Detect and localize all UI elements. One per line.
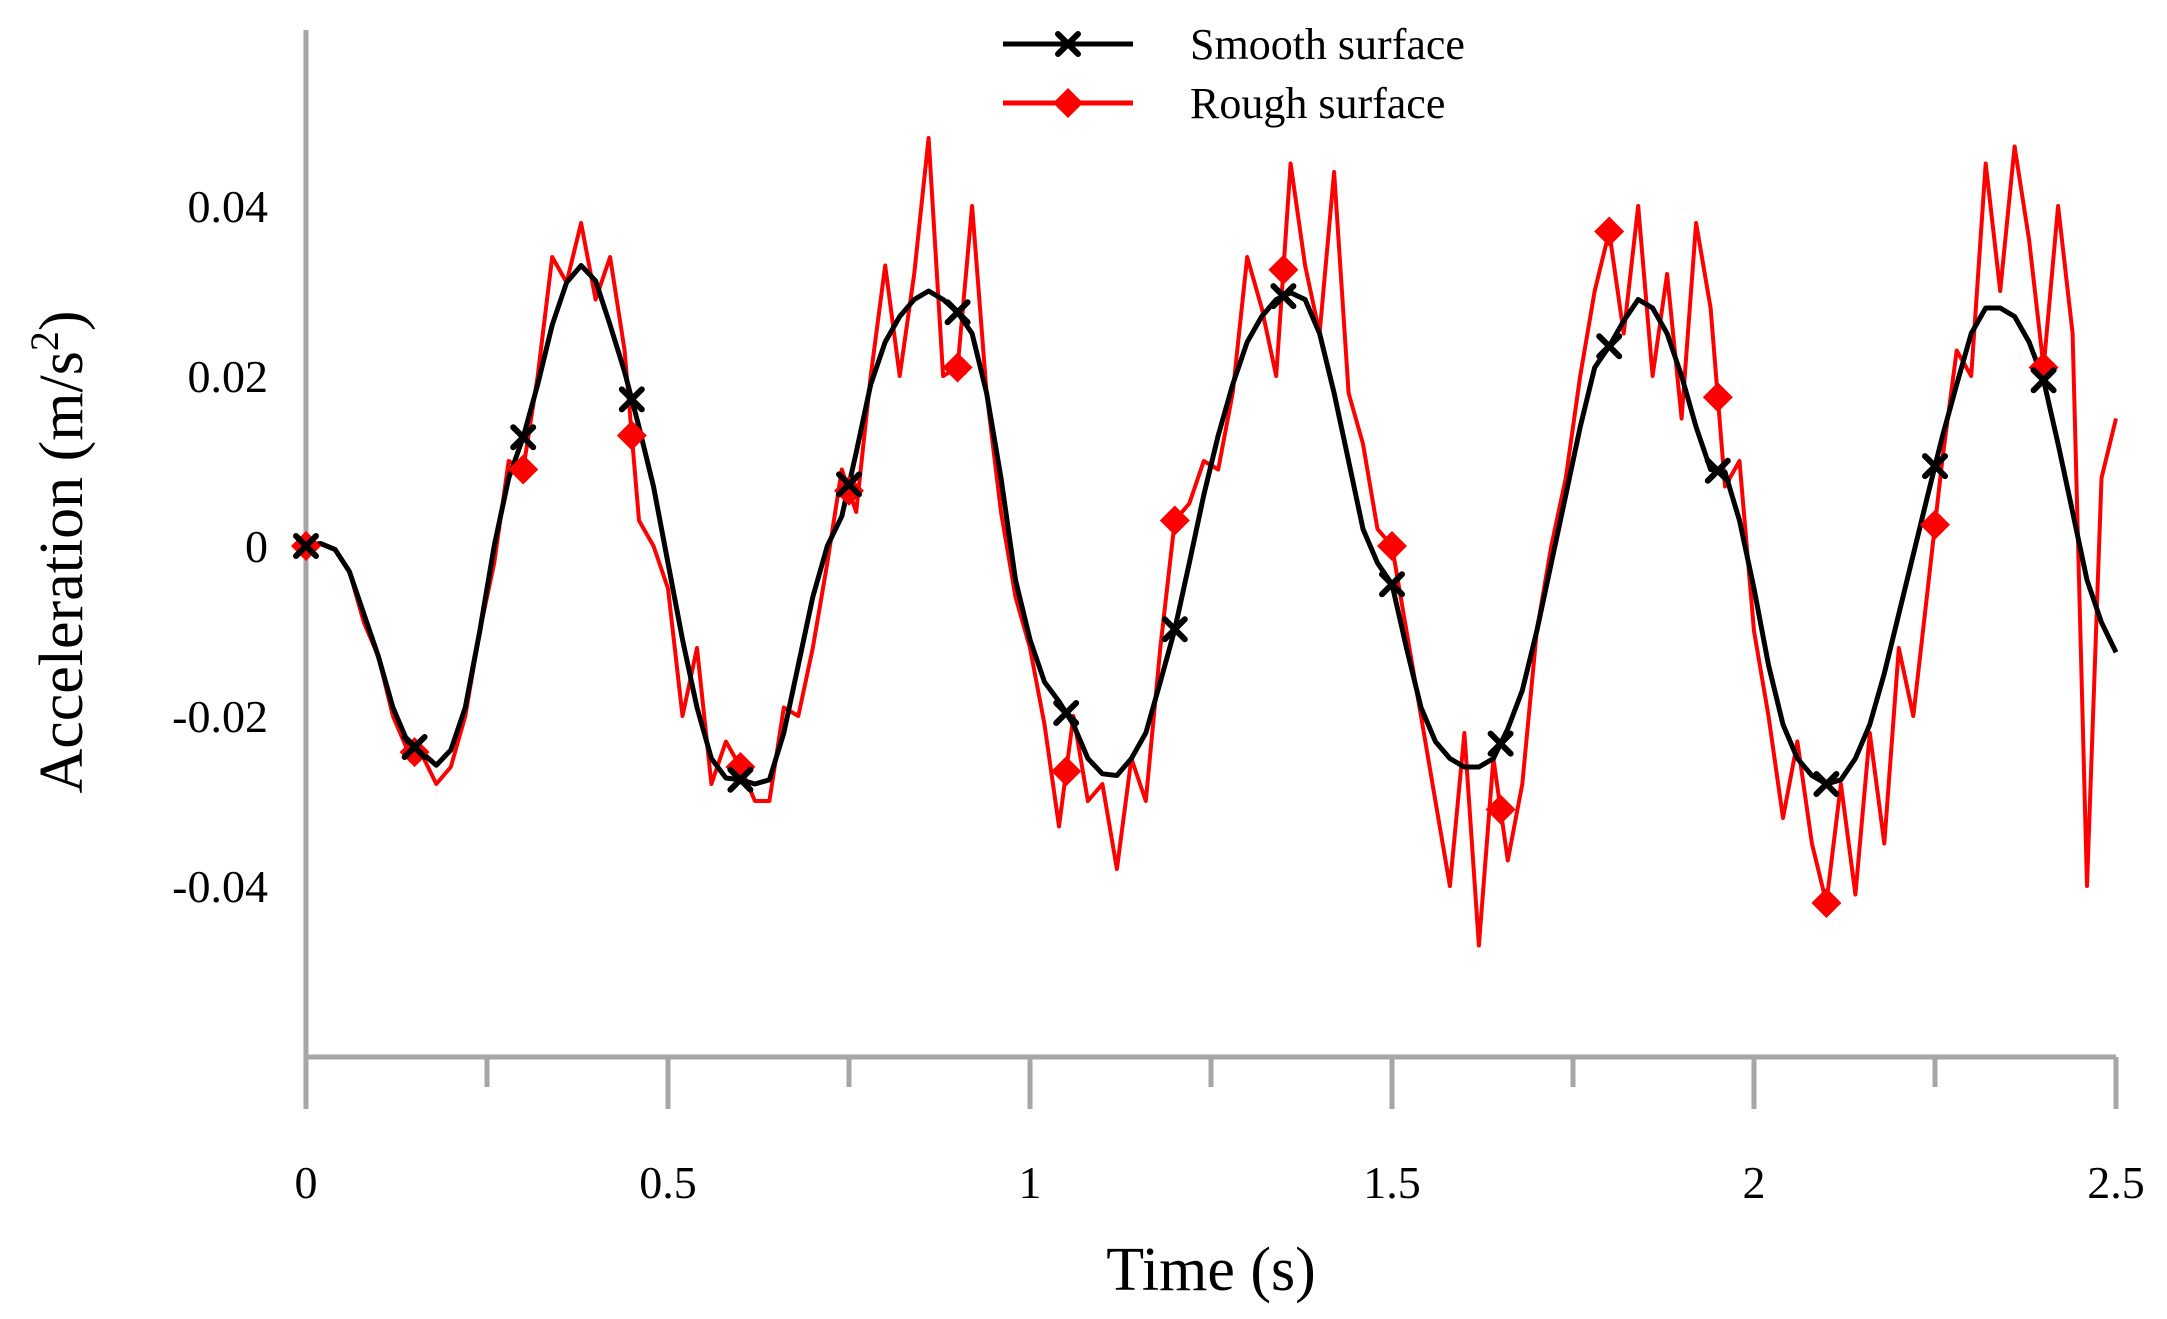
rough-marker: [1159, 505, 1190, 536]
y-tick-label: -0.04: [172, 861, 268, 912]
legend-marker-rough: [1053, 88, 1083, 118]
rough-marker: [1920, 509, 1950, 540]
rough-marker: [1811, 888, 1842, 918]
series-line-smooth: [305, 263, 2119, 787]
rough-marker: [1485, 794, 1516, 825]
smooth-marker: [1379, 571, 1405, 598]
y-axis-title-superscript: 2: [22, 331, 67, 351]
legend-item-rough-surface: Rough surface: [1003, 79, 1445, 128]
rough-marker: [1702, 382, 1733, 413]
smooth-marker: [510, 424, 537, 451]
x-tick-label: 2: [1743, 1157, 1766, 1208]
smooth-marker: [944, 299, 971, 326]
smooth-marker: [727, 766, 754, 793]
smooth-marker: [1161, 616, 1188, 643]
y-axis-title: Acceleration (m/s2): [22, 310, 96, 793]
axes: [303, 30, 2116, 1060]
x-tick-label: 0.5: [639, 1157, 697, 1208]
smooth-marker: [618, 386, 645, 413]
smooth-marker: [293, 533, 319, 559]
series-markers: [291, 216, 2059, 918]
x-tick-label: 2.5: [2087, 1157, 2145, 1208]
smooth-marker: [1813, 771, 1840, 797]
rough-marker: [942, 352, 973, 383]
smooth-marker: [1704, 457, 1731, 484]
legend-diamond-marker: [1053, 88, 1083, 118]
x-axis-title: Time (s): [1106, 1236, 1316, 1304]
legend-cross-marker: [1055, 31, 1081, 57]
legend-label-smooth: Smooth surface: [1190, 20, 1465, 69]
x-tick-label: 0: [295, 1157, 318, 1208]
y-axis-title-main: Acceleration (m/s: [28, 351, 96, 793]
x-tick-label: 1.5: [1363, 1157, 1421, 1208]
y-tick-label: 0.04: [188, 181, 269, 232]
smooth-marker: [1922, 453, 1948, 480]
y-axis-title-close: ): [28, 310, 96, 331]
smooth-marker: [1270, 283, 1297, 310]
smooth-marker: [1596, 333, 1623, 360]
legend-marker-smooth: [1055, 31, 1081, 57]
y-tick-label: -0.02: [172, 691, 268, 742]
rough-marker: [399, 737, 430, 768]
legend: Smooth surface Rough surface: [1003, 20, 1465, 128]
smooth-marker: [836, 471, 862, 498]
legend-item-smooth-surface: Smooth surface: [1003, 20, 1465, 69]
rough-marker: [1377, 531, 1407, 561]
rough-marker: [1051, 756, 1082, 787]
rough-marker: [834, 475, 864, 506]
smooth-marker: [401, 734, 428, 761]
rough-marker: [1594, 216, 1625, 247]
smooth-marker: [2030, 367, 2057, 394]
ticks: 0 0.5 1 1.5 2 2.5 0.04 0.02 0 -0.02 -0.04: [172, 181, 2145, 1208]
rough-marker: [616, 420, 647, 451]
rough-marker: [1268, 254, 1299, 285]
rough-marker: [508, 454, 539, 485]
smooth-marker: [1487, 730, 1514, 757]
series-line-rough: [305, 136, 2118, 948]
series-plot-area: [305, 136, 2119, 948]
legend-label-rough: Rough surface: [1190, 79, 1445, 128]
y-tick-label: 0.02: [188, 351, 269, 402]
y-tick-label: 0: [245, 521, 268, 572]
x-tick-label: 1: [1019, 1157, 1042, 1208]
smooth-marker: [1053, 700, 1080, 727]
